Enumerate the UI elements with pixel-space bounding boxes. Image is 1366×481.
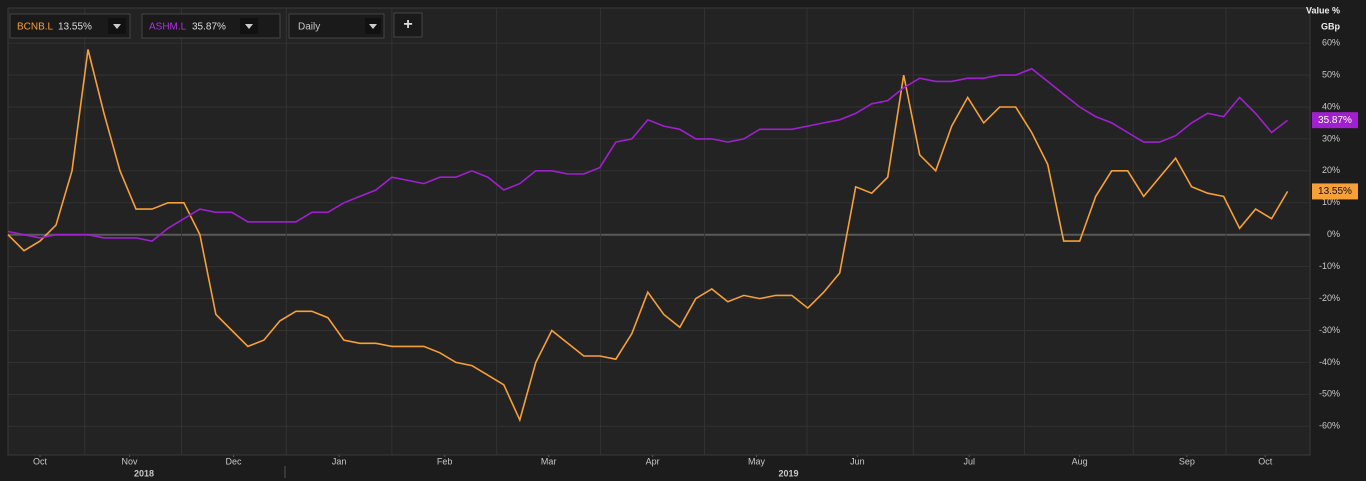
y-tick-label: -40% xyxy=(1319,357,1340,367)
legend-name: ASHM.L xyxy=(149,22,187,33)
series-line xyxy=(7,49,1289,423)
add-button[interactable] xyxy=(393,12,423,38)
interval-label: Daily xyxy=(298,22,320,33)
x-tick-label: Oct xyxy=(1258,456,1273,466)
x-tick-label: Apr xyxy=(646,456,660,466)
x-tick-label: Dec xyxy=(226,456,243,466)
end-label-box xyxy=(1312,112,1358,129)
x-tick-label: Jun xyxy=(850,456,865,466)
y-tick-label: 60% xyxy=(1322,37,1340,47)
y-tick-label: -20% xyxy=(1319,293,1340,303)
legend-value: 13.55% xyxy=(58,22,92,33)
x-tick-label: Aug xyxy=(1072,456,1088,466)
year-label: 2018 xyxy=(134,468,154,478)
legend-value: 35.87% xyxy=(192,22,226,33)
x-tick-label: Nov xyxy=(122,456,139,466)
y-tick-label: -10% xyxy=(1319,261,1340,271)
y-tick-label: -50% xyxy=(1319,389,1340,399)
y-tick-label: 30% xyxy=(1322,133,1340,143)
arrow-icon xyxy=(113,24,121,29)
arrow-icon xyxy=(245,24,253,29)
y-tick-label: -60% xyxy=(1319,421,1340,431)
year-label: 2019 xyxy=(779,468,799,478)
end-label: 13.55% xyxy=(1318,186,1352,197)
y-tick-label: 50% xyxy=(1322,69,1340,79)
y-tick-label: 20% xyxy=(1322,165,1340,175)
y-tick-label: 0% xyxy=(1327,229,1340,239)
x-tick-label: Jan xyxy=(332,456,347,466)
plot-area xyxy=(7,7,1311,456)
series-line xyxy=(7,67,1289,242)
x-tick-label: Oct xyxy=(33,456,48,466)
legend-name: BCNB.L xyxy=(17,22,54,33)
y-axis-unit: GBp xyxy=(1321,21,1341,31)
y-tick-label: -30% xyxy=(1319,325,1340,335)
arrow-icon xyxy=(369,24,377,29)
x-tick-label: Mar xyxy=(541,456,557,466)
x-tick-label: Feb xyxy=(437,456,453,466)
add-icon: + xyxy=(403,16,412,33)
x-tick-label: May xyxy=(748,456,766,466)
end-label: 35.87% xyxy=(1318,115,1352,126)
x-tick-label: Jul xyxy=(964,456,976,466)
y-axis-title: Value % xyxy=(1306,5,1340,15)
end-label-box xyxy=(1312,183,1358,200)
y-tick-label: 40% xyxy=(1322,101,1340,111)
x-tick-label: Sep xyxy=(1179,456,1195,466)
y-tick-label: 10% xyxy=(1322,197,1340,207)
